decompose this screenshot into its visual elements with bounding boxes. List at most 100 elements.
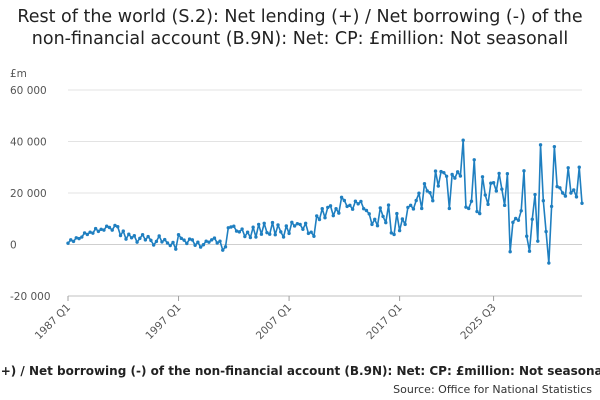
y-tick-label: 0 <box>10 240 17 252</box>
data-point <box>461 138 465 142</box>
data-point <box>353 199 358 203</box>
data-point <box>339 195 344 200</box>
data-point <box>406 205 410 210</box>
data-point <box>157 234 161 238</box>
data-point <box>513 216 518 221</box>
data-point <box>279 230 283 234</box>
data-point <box>215 241 219 245</box>
data-point <box>232 224 236 228</box>
data-point <box>527 249 532 253</box>
data-point <box>198 245 203 249</box>
axes <box>67 295 582 301</box>
data-point <box>237 230 242 234</box>
data-point <box>516 218 521 222</box>
data-point <box>574 195 579 199</box>
data-point <box>505 171 510 176</box>
data-point <box>268 232 272 236</box>
y-tick-label: 60 000 <box>10 85 47 97</box>
data-point <box>104 224 109 228</box>
data-point <box>533 192 537 197</box>
data-point <box>113 223 117 228</box>
data-point <box>317 217 322 222</box>
data-point <box>185 241 189 246</box>
data-point <box>558 186 562 190</box>
data-point <box>425 189 429 193</box>
data-point <box>348 203 352 208</box>
data-point <box>549 204 554 209</box>
data-point <box>483 193 487 197</box>
x-tick-label: 2025 Q3 <box>458 302 498 342</box>
data-point <box>88 230 92 234</box>
data-point <box>337 211 341 215</box>
data-point <box>414 198 418 203</box>
y-tick-label: 20 000 <box>10 188 47 200</box>
x-tick-label: 1987 Q1 <box>33 302 73 342</box>
data-point <box>420 206 424 211</box>
data-point <box>555 184 559 189</box>
data-point <box>69 238 73 242</box>
data-point <box>384 220 388 225</box>
data-point <box>436 184 441 188</box>
data-point <box>320 207 324 211</box>
data-point <box>229 225 233 229</box>
data-point <box>248 235 253 240</box>
tick-labels: -20 000 0 20 000 40 000 60 000 £m 1987 Q1 1997 … <box>10 68 499 342</box>
data-point <box>541 199 546 203</box>
data-point <box>486 202 490 207</box>
data-point <box>80 235 84 239</box>
source-note: Source: Office for National Statistics <box>393 383 592 396</box>
data-point <box>450 172 454 177</box>
data-point <box>447 206 452 211</box>
data-point <box>190 238 195 242</box>
data-point <box>472 158 476 162</box>
data-point <box>245 230 250 234</box>
data-point <box>201 243 206 247</box>
data-point <box>345 204 349 209</box>
data-point <box>127 232 131 236</box>
data-point <box>212 236 217 240</box>
data-point <box>328 204 333 208</box>
data-point <box>207 240 211 244</box>
data-point <box>538 143 543 147</box>
data-point <box>182 238 186 242</box>
data-point <box>334 207 338 211</box>
data-point <box>536 239 540 243</box>
data-point <box>140 233 145 237</box>
data-point <box>259 232 264 236</box>
x-tick-label: 1997 Q1 <box>143 302 183 342</box>
data-point <box>466 206 471 211</box>
data-point <box>508 250 512 254</box>
data-point <box>411 207 416 211</box>
data-point <box>243 234 247 239</box>
data-point <box>422 182 427 186</box>
data-point <box>151 243 156 247</box>
data-point <box>431 199 435 203</box>
data-point <box>77 236 81 241</box>
data-point <box>116 225 120 229</box>
data-point <box>179 236 184 241</box>
data-point <box>552 144 557 149</box>
data-point <box>118 233 123 238</box>
x-tick-label: 2017 Q1 <box>364 302 404 342</box>
data-point <box>110 228 114 232</box>
data-point <box>525 234 529 238</box>
data-point <box>397 228 402 233</box>
data-point <box>323 216 327 220</box>
data-point <box>519 209 523 213</box>
data-point <box>403 222 407 227</box>
data-point <box>124 237 128 241</box>
data-point <box>502 203 507 208</box>
data-point <box>99 227 103 232</box>
legend: Rest of the world (S.2): Net lending (+)… <box>0 364 600 378</box>
data-point <box>381 214 385 219</box>
data-point <box>146 234 150 239</box>
data-point <box>187 237 192 241</box>
data-point <box>364 208 369 213</box>
data-point <box>497 171 501 176</box>
data-point <box>226 226 230 230</box>
data-point <box>389 231 394 235</box>
data-point <box>395 211 399 216</box>
data-point <box>204 239 208 243</box>
data-point <box>500 187 504 191</box>
data-point <box>138 236 142 241</box>
